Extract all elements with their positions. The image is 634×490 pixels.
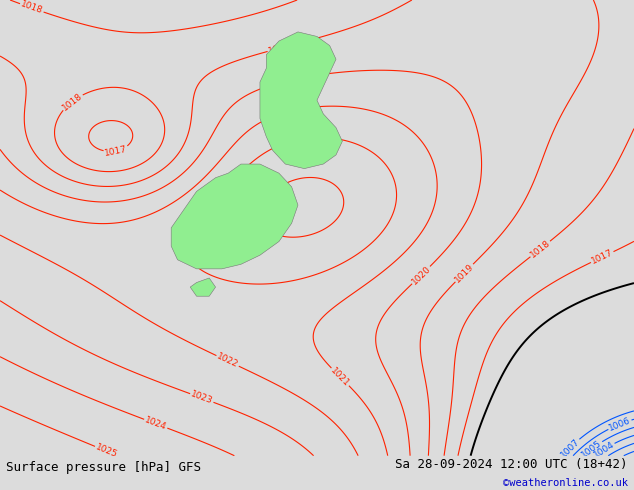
Text: 1018: 1018: [60, 91, 84, 112]
Text: Surface pressure [hPa] GFS: Surface pressure [hPa] GFS: [6, 461, 202, 474]
Polygon shape: [260, 32, 342, 169]
Text: 1020: 1020: [410, 264, 432, 286]
Text: ©weatheronline.co.uk: ©weatheronline.co.uk: [503, 478, 628, 488]
Text: 1006: 1006: [607, 416, 632, 433]
Text: 1022: 1022: [216, 352, 240, 370]
Text: 1024: 1024: [143, 416, 168, 432]
Text: 1018: 1018: [20, 0, 44, 16]
Text: 1025: 1025: [94, 442, 119, 460]
Text: Sa 28-09-2024 12:00 UTC (18+42): Sa 28-09-2024 12:00 UTC (18+42): [395, 458, 628, 471]
Text: 1019: 1019: [268, 41, 292, 55]
Text: 1023: 1023: [190, 390, 214, 406]
Text: 1018: 1018: [529, 238, 552, 260]
Text: 1007: 1007: [559, 437, 581, 459]
Text: 1004: 1004: [592, 440, 616, 460]
Text: 1017: 1017: [590, 248, 614, 266]
Polygon shape: [190, 278, 216, 296]
Text: 1021: 1021: [329, 366, 351, 388]
Polygon shape: [171, 164, 298, 269]
Text: 1017: 1017: [104, 144, 128, 158]
Text: 1019: 1019: [453, 262, 476, 284]
Text: 1022: 1022: [209, 183, 230, 206]
Text: 1005: 1005: [580, 438, 604, 460]
Text: 1023: 1023: [264, 179, 288, 200]
